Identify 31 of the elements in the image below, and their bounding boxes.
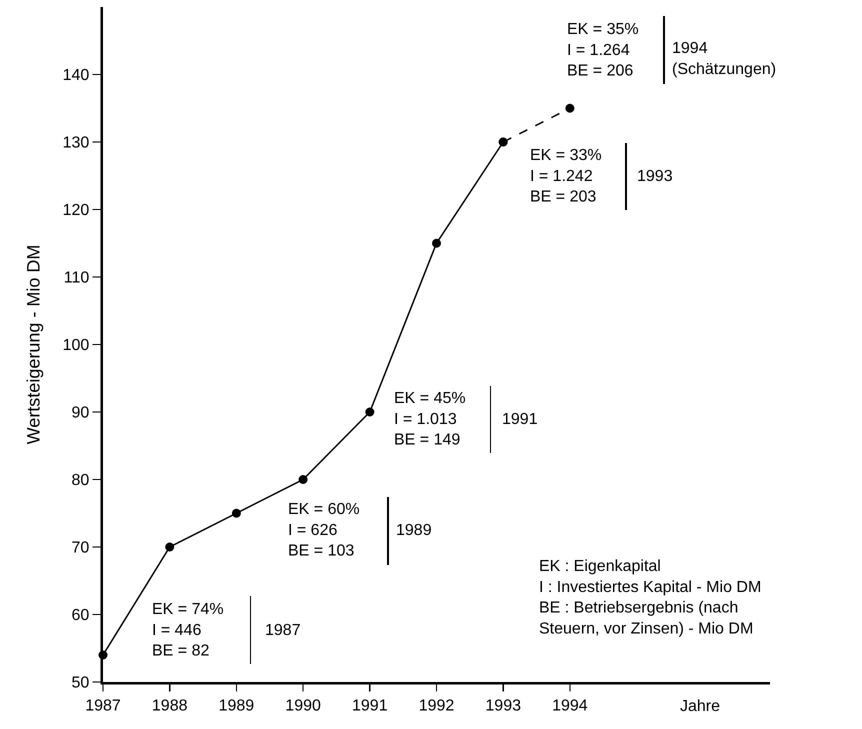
x-tick-label: 1992: [418, 698, 454, 715]
annotation: EK = 45% I = 1.013 BE = 149: [394, 390, 466, 449]
annotation: EK = 35% I = 1.264 BE = 206: [567, 21, 639, 80]
x-tick-label: 1990: [285, 698, 321, 715]
y-tick-label: 80: [72, 472, 90, 490]
annotation: 1993: [637, 168, 673, 185]
x-tick-label: 1993: [485, 698, 522, 715]
y-tick-label: 120: [62, 202, 90, 220]
annotation: 1991: [502, 411, 538, 428]
annotation: 1987: [265, 622, 301, 639]
x-tick-label: 1994: [552, 698, 588, 715]
y-axis-title: Wertsteigerung - Mio DM: [24, 244, 44, 444]
y-tick-label: 50: [72, 674, 90, 692]
annotation: EK : Eigenkapital I : Investiertes Kapital - Mio DM BE : Betriebsergebnis (nach Steuern, vor Zinsen) - Mio DM: [539, 558, 762, 638]
x-axis-title: Jahre: [680, 698, 720, 715]
y-tick-label: 100: [62, 337, 90, 354]
annotation: EK = 60% I = 626 BE = 103: [288, 501, 360, 560]
x-tick-label: 1987: [85, 698, 121, 715]
annotation: EK = 33% I = 1.242 BE = 203: [530, 147, 602, 206]
annotation: EK = 74% I = 446 BE = 82: [152, 601, 224, 660]
y-tick-label: 110: [64, 270, 90, 287]
x-tick-label: 1988: [152, 698, 188, 715]
y-tick-label: 90: [72, 404, 90, 422]
x-tick-label: 1989: [218, 698, 254, 715]
annotation: 1989: [396, 522, 432, 539]
y-tick-label: 60: [72, 607, 90, 624]
y-tick-label: 140: [62, 67, 90, 84]
y-tick-label: 70: [72, 540, 90, 557]
y-tick-label: 130: [62, 134, 90, 152]
annotation: 1994 (Schätzungen): [672, 40, 776, 78]
x-tick-label: 1991: [352, 698, 388, 715]
